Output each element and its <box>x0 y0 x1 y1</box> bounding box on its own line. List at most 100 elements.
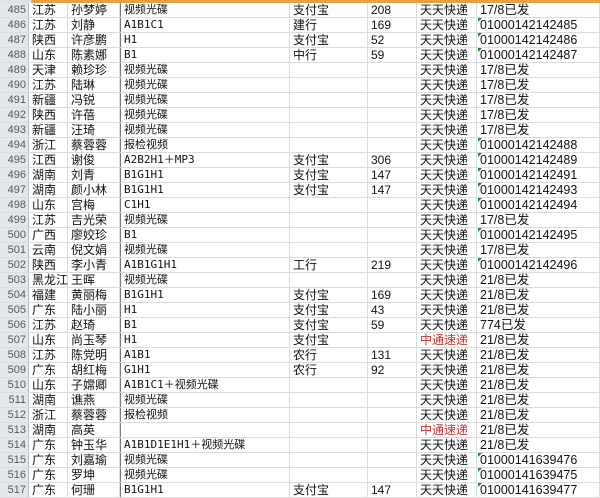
cell-name[interactable]: 黄丽梅 <box>68 288 120 302</box>
cell-courier[interactable]: 天天快递 <box>417 348 477 362</box>
row-number[interactable]: 512 <box>0 408 29 422</box>
cell-product[interactable]: B1 <box>120 48 290 62</box>
cell-tracking[interactable]: 21/8已发 <box>477 378 600 392</box>
cell-payment[interactable]: 建行 <box>290 18 368 32</box>
cell-product[interactable]: 视频光碟 <box>120 273 290 287</box>
cell-product[interactable]: B1G1H1 <box>120 288 290 302</box>
cell-province[interactable]: 新疆 <box>29 93 68 107</box>
cell-amount[interactable] <box>368 243 417 257</box>
cell-amount[interactable] <box>368 423 417 437</box>
cell-name[interactable]: 许彦鹏 <box>68 33 120 47</box>
cell-amount[interactable] <box>368 138 417 152</box>
cell-payment[interactable]: 支付宝 <box>290 3 368 17</box>
cell-name[interactable]: 尚玉琴 <box>68 333 120 347</box>
cell-province[interactable]: 湖南 <box>29 183 68 197</box>
row-number[interactable]: 497 <box>0 183 29 197</box>
cell-payment[interactable] <box>290 78 368 92</box>
cell-payment[interactable]: 支付宝 <box>290 168 368 182</box>
cell-province[interactable]: 江苏 <box>29 18 68 32</box>
cell-province[interactable]: 江苏 <box>29 348 68 362</box>
cell-payment[interactable]: 支付宝 <box>290 153 368 167</box>
cell-courier[interactable]: 天天快递 <box>417 123 477 137</box>
cell-tracking[interactable]: 01000141639476 <box>477 453 600 467</box>
cell-province[interactable]: 湖南 <box>29 393 68 407</box>
cell-tracking[interactable]: 21/8已发 <box>477 363 600 377</box>
cell-name[interactable]: 倪文娟 <box>68 243 120 257</box>
cell-courier[interactable]: 天天快递 <box>417 438 477 452</box>
cell-province[interactable]: 福建 <box>29 288 68 302</box>
cell-tracking[interactable]: 01000142142494 <box>477 198 600 212</box>
cell-courier[interactable]: 天天快递 <box>417 363 477 377</box>
cell-courier[interactable]: 天天快递 <box>417 258 477 272</box>
cell-product[interactable]: 报检视频 <box>120 138 290 152</box>
cell-courier[interactable]: 天天快递 <box>417 138 477 152</box>
cell-payment[interactable] <box>290 228 368 242</box>
row-number[interactable]: 506 <box>0 318 29 332</box>
cell-amount[interactable] <box>368 108 417 122</box>
row-number[interactable]: 505 <box>0 303 29 317</box>
cell-province[interactable]: 黑龙江 <box>29 273 68 287</box>
cell-name[interactable]: 谢俊 <box>68 153 120 167</box>
cell-tracking[interactable]: 21/8已发 <box>477 438 600 452</box>
row-number[interactable]: 498 <box>0 198 29 212</box>
cell-province[interactable]: 江苏 <box>29 318 68 332</box>
cell-province[interactable]: 陕西 <box>29 258 68 272</box>
cell-courier[interactable]: 天天快递 <box>417 303 477 317</box>
cell-payment[interactable]: 支付宝 <box>290 483 368 497</box>
cell-product[interactable]: B1G1H1 <box>120 183 290 197</box>
cell-product[interactable]: H1 <box>120 303 290 317</box>
cell-name[interactable]: 王晖 <box>68 273 120 287</box>
cell-product[interactable]: 视频光碟 <box>120 108 290 122</box>
cell-province[interactable]: 陕西 <box>29 108 68 122</box>
cell-amount[interactable] <box>368 453 417 467</box>
cell-product[interactable]: 视频光碟 <box>120 123 290 137</box>
cell-province[interactable]: 广东 <box>29 483 68 497</box>
cell-amount[interactable]: 43 <box>368 303 417 317</box>
row-number[interactable]: 507 <box>0 333 29 347</box>
cell-courier[interactable]: 天天快递 <box>417 48 477 62</box>
cell-amount[interactable]: 52 <box>368 33 417 47</box>
cell-product[interactable]: 视频光碟 <box>120 93 290 107</box>
cell-province[interactable]: 广东 <box>29 363 68 377</box>
cell-tracking[interactable]: 17/8已发 <box>477 123 600 137</box>
cell-product[interactable]: A1B1D1E1H1＋视频光碟 <box>120 438 290 452</box>
row-number[interactable]: 499 <box>0 213 29 227</box>
cell-name[interactable]: 谯燕 <box>68 393 120 407</box>
cell-payment[interactable] <box>290 63 368 77</box>
cell-product[interactable]: 视频光碟 <box>120 393 290 407</box>
cell-payment[interactable] <box>290 198 368 212</box>
cell-name[interactable]: 赖珍珍 <box>68 63 120 77</box>
row-number[interactable]: 488 <box>0 48 29 62</box>
cell-tracking[interactable]: 01000141639477 <box>477 483 600 497</box>
cell-amount[interactable] <box>368 213 417 227</box>
cell-product[interactable]: 报检视频 <box>120 408 290 422</box>
cell-payment[interactable]: 工行 <box>290 258 368 272</box>
cell-courier[interactable]: 天天快递 <box>417 183 477 197</box>
cell-product[interactable]: B1G1H1 <box>120 168 290 182</box>
cell-tracking[interactable]: 21/8已发 <box>477 273 600 287</box>
cell-amount[interactable] <box>368 333 417 347</box>
cell-name[interactable]: 宫梅 <box>68 198 120 212</box>
cell-name[interactable]: 吉光荣 <box>68 213 120 227</box>
row-number[interactable]: 501 <box>0 243 29 257</box>
row-number[interactable]: 496 <box>0 168 29 182</box>
cell-province[interactable]: 广东 <box>29 453 68 467</box>
cell-payment[interactable] <box>290 378 368 392</box>
cell-amount[interactable] <box>368 273 417 287</box>
cell-courier[interactable]: 中通速递 <box>417 423 477 437</box>
cell-tracking[interactable]: 01000142142491 <box>477 168 600 182</box>
cell-province[interactable]: 天津 <box>29 63 68 77</box>
cell-province[interactable]: 江西 <box>29 153 68 167</box>
cell-name[interactable]: 刘青 <box>68 168 120 182</box>
row-number[interactable]: 487 <box>0 33 29 47</box>
cell-name[interactable]: 陈党明 <box>68 348 120 362</box>
cell-payment[interactable]: 中行 <box>290 48 368 62</box>
cell-name[interactable]: 冯锐 <box>68 93 120 107</box>
cell-tracking[interactable]: 774已发 <box>477 318 600 332</box>
cell-province[interactable]: 新疆 <box>29 123 68 137</box>
cell-product[interactable]: A1B1C1 <box>120 18 290 32</box>
cell-payment[interactable] <box>290 243 368 257</box>
cell-tracking[interactable]: 21/8已发 <box>477 393 600 407</box>
row-number[interactable]: 485 <box>0 3 29 17</box>
cell-amount[interactable] <box>368 378 417 392</box>
